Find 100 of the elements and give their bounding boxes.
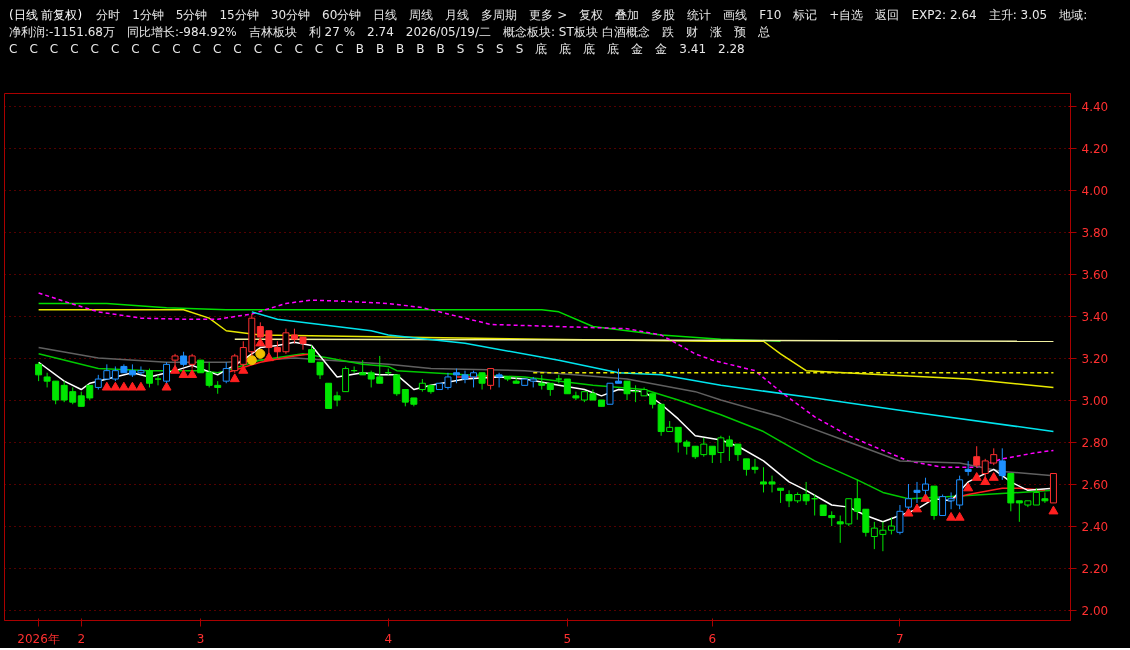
- text: 3.41: [679, 42, 707, 56]
- text: C: [335, 42, 344, 56]
- line-series: [251, 311, 1055, 433]
- text: 周线: [409, 8, 434, 22]
- y-tick-label: 2.60: [1081, 477, 1109, 492]
- point: [912, 503, 922, 513]
- point: [963, 482, 974, 492]
- y-tick-label: 2.80: [1081, 435, 1109, 450]
- text: 底: [583, 42, 596, 56]
- y-tick-label: 4.00: [1081, 183, 1109, 198]
- text: 2.74: [367, 25, 394, 39]
- candlestick: [43, 372, 51, 388]
- x-tick-label: 6: [708, 631, 717, 646]
- candlestick: [393, 374, 401, 397]
- text: 月线: [445, 8, 470, 22]
- text: 2.28: [718, 42, 745, 56]
- point: [178, 369, 189, 378]
- point: [229, 373, 240, 383]
- text: B: [375, 42, 385, 56]
- text: 更多 >: [529, 8, 568, 22]
- candlestick: [35, 361, 43, 382]
- candlestick: [495, 372, 503, 388]
- text: C: [212, 42, 222, 56]
- y-tick-label: 4.20: [1081, 141, 1109, 156]
- text: C: [314, 42, 324, 56]
- x-tick-label: 3: [196, 631, 205, 646]
- text: 利 27 %: [308, 25, 356, 39]
- point: [238, 364, 249, 374]
- text: 地域:: [1059, 8, 1088, 22]
- text: 1分钟: [132, 8, 164, 22]
- text: 标记: [793, 8, 818, 22]
- point: [101, 381, 112, 391]
- candlestick: [154, 374, 162, 386]
- text: C: [29, 42, 38, 56]
- text: 金: [655, 42, 668, 56]
- text: EXP2: 2.64: [911, 8, 977, 22]
- text: B: [355, 42, 364, 56]
- text: 15分钟: [219, 8, 259, 22]
- text: C: [151, 42, 161, 56]
- y-tick-label: 3.40: [1081, 309, 1109, 324]
- text: 概念板块: ST板块 白酒概念: [503, 25, 650, 39]
- text: C: [49, 42, 59, 56]
- text: 画线: [723, 8, 748, 22]
- x-tick-label: 7: [896, 631, 904, 646]
- text: C: [172, 42, 181, 56]
- text: C: [131, 42, 140, 56]
- text: C: [192, 42, 201, 56]
- text: 60分钟: [322, 8, 362, 22]
- text: C: [294, 42, 303, 56]
- text: C: [90, 42, 99, 56]
- text: B: [396, 42, 405, 56]
- text: 日线: [373, 8, 398, 22]
- text: 主升: 3.05: [988, 8, 1048, 22]
- point: [263, 352, 274, 362]
- point: [954, 511, 965, 521]
- candlestick: [674, 426, 682, 454]
- text: F10: [759, 8, 782, 22]
- text: S: [456, 42, 465, 56]
- text: 跌: [661, 25, 674, 39]
- text: 多股: [651, 8, 676, 22]
- text: 涨: [709, 25, 722, 39]
- text: 30分钟: [270, 8, 311, 22]
- candlestick: [52, 380, 60, 405]
- text: B: [416, 42, 425, 56]
- text: +自选: [829, 8, 864, 22]
- x-tick-label: 2026年: [17, 631, 60, 646]
- point: [988, 472, 999, 481]
- x-tick-label: 4: [384, 631, 393, 646]
- text: 财: [685, 25, 698, 39]
- text: C: [70, 42, 79, 56]
- y-tick-label: 2.40: [1081, 519, 1109, 534]
- candlestick: [145, 368, 153, 388]
- y-tick-label: 2.20: [1081, 561, 1109, 576]
- point: [255, 348, 266, 359]
- candlestick: [342, 365, 350, 393]
- point: [971, 472, 982, 481]
- line-series: [37, 302, 782, 342]
- text: 复权: [579, 8, 604, 22]
- y-tick-label: 3.20: [1081, 351, 1109, 366]
- x-tick-label: 5: [563, 631, 572, 646]
- text: 底: [607, 42, 620, 56]
- text: C: [253, 42, 263, 56]
- candlestick: [487, 368, 495, 391]
- text: 净利润:-1151.68万: [9, 25, 115, 39]
- candlestick: [623, 380, 631, 401]
- candlestick: [998, 447, 1006, 481]
- point: [903, 507, 914, 517]
- text: C: [9, 42, 18, 56]
- y-tick-label: 3.80: [1081, 225, 1109, 240]
- y-tick-label: 2.00: [1081, 603, 1109, 618]
- point: [135, 381, 146, 391]
- text: 分时: [96, 8, 121, 22]
- text: 底: [535, 42, 548, 56]
- text: 2026/05/19/二: [405, 25, 492, 39]
- point: [246, 355, 257, 366]
- point: [946, 511, 957, 521]
- point: [118, 381, 129, 391]
- point: [187, 369, 198, 378]
- point: [127, 381, 138, 391]
- text: 统计: [687, 8, 712, 22]
